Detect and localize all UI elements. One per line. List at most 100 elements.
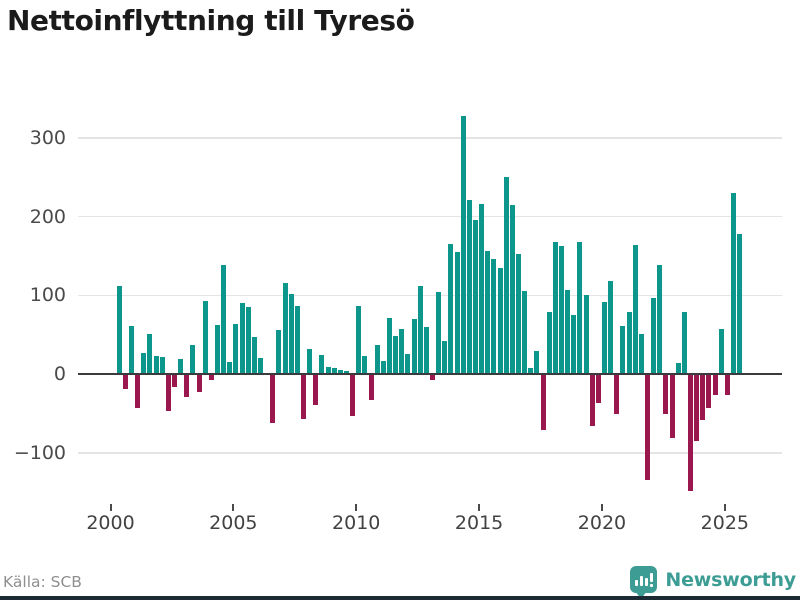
x-axis-tick [355, 504, 358, 511]
source-note: Källa: SCB [3, 573, 82, 591]
newsworthy-icon [630, 566, 658, 599]
logo-exclamation-icon [649, 573, 654, 582]
logo-bar-icon [634, 580, 639, 586]
y-axis-label: 200 [29, 205, 66, 228]
bar-2021Q1 [626, 311, 632, 374]
bar-2000Q2 [116, 285, 122, 374]
bar-2000Q3 [122, 375, 128, 390]
bar-2013Q2 [436, 292, 442, 374]
bar-2008Q4 [325, 366, 331, 374]
bar-2008Q1 [307, 348, 313, 374]
bottom-accent-bar [0, 596, 800, 600]
bar-2023Q4 [694, 375, 700, 442]
bar-2012Q3 [417, 285, 423, 374]
bar-2002Q1 [159, 356, 165, 374]
x-axis-label: 2020 [577, 512, 627, 534]
bar-2011Q3 [393, 336, 399, 374]
bar-2023Q3 [687, 375, 694, 492]
bar-2017Q2 [534, 351, 540, 374]
bar-2012Q1 [405, 354, 411, 374]
newsworthy-logo: Newsworthy [630, 566, 796, 599]
bar-2011Q1 [380, 360, 386, 374]
bar-2023Q1 [675, 362, 681, 374]
bar-2016Q2 [509, 204, 515, 374]
y-axis-label: −100 [13, 441, 66, 464]
bar-2019Q1 [577, 241, 583, 374]
bar-2009Q4 [350, 375, 356, 417]
bar-2010Q3 [368, 375, 374, 400]
x-axis-tick [478, 504, 481, 511]
bar-2017Q3 [540, 375, 546, 430]
bar-2013Q4 [448, 244, 454, 374]
gridline [78, 294, 782, 296]
logo-exclamation-dot [649, 584, 654, 587]
bar-2009Q2 [337, 370, 343, 374]
bar-2019Q2 [583, 295, 589, 374]
bar-2001Q1 [135, 375, 141, 408]
bar-2007Q4 [300, 375, 307, 419]
gridline [78, 137, 782, 139]
bar-2010Q4 [374, 344, 380, 374]
bar-2010Q1 [356, 306, 362, 374]
bar-2006Q4 [276, 329, 282, 374]
bar-2019Q3 [589, 375, 595, 427]
bar-2003Q3 [196, 375, 202, 392]
y-axis-label: 100 [29, 284, 66, 307]
bar-2025Q2 [730, 192, 737, 374]
bar-2018Q4 [571, 314, 577, 374]
bar-2016Q3 [515, 253, 522, 374]
bar-2012Q2 [411, 318, 417, 374]
bar-2001Q4 [153, 355, 159, 374]
bar-2004Q3 [221, 264, 227, 374]
x-axis-label: 2010 [332, 512, 381, 534]
bar-2020Q2 [608, 281, 614, 374]
bar-2024Q4 [718, 329, 724, 374]
bar-2014Q1 [454, 251, 460, 374]
bar-2008Q3 [319, 355, 325, 374]
bar-2007Q1 [282, 283, 288, 374]
logo-bar-icon [644, 578, 649, 586]
bar-2007Q2 [288, 294, 294, 374]
bar-2016Q4 [522, 290, 528, 374]
bar-2015Q3 [491, 259, 497, 374]
newsworthy-wordmark: Newsworthy [665, 568, 796, 591]
gridline [78, 452, 782, 454]
x-axis-line [78, 372, 782, 376]
bar-2018Q1 [552, 241, 558, 374]
bar-2013Q1 [429, 375, 436, 381]
bar-2022Q1 [651, 298, 657, 374]
bar-2005Q4 [251, 336, 257, 374]
bar-2015Q1 [479, 203, 485, 374]
bar-2005Q2 [239, 303, 245, 374]
x-axis-tick [232, 504, 235, 511]
bar-2013Q3 [442, 340, 448, 374]
bar-2025Q3 [737, 233, 743, 374]
bar-2014Q4 [472, 220, 479, 374]
x-axis-label: 2000 [86, 512, 135, 534]
bar-2006Q3 [270, 375, 276, 423]
bar-2022Q3 [663, 375, 669, 414]
bar-2002Q3 [171, 375, 178, 388]
bar-2002Q2 [165, 375, 171, 411]
bar-2020Q3 [614, 375, 620, 414]
bar-2012Q4 [423, 326, 429, 374]
bar-2017Q1 [528, 368, 534, 374]
bar-2023Q2 [681, 311, 687, 374]
bar-2008Q2 [313, 375, 319, 406]
bar-2009Q3 [343, 370, 350, 374]
bar-2017Q4 [546, 311, 552, 374]
y-axis-label: 300 [29, 126, 66, 149]
y-axis-label: 0 [53, 363, 66, 385]
x-axis-tick [600, 504, 603, 511]
bar-2004Q1 [208, 375, 214, 381]
logo-pin-tail [635, 591, 648, 599]
bar-2024Q2 [706, 375, 712, 409]
bar-2022Q2 [657, 264, 663, 374]
bar-2014Q3 [466, 199, 472, 374]
bar-2003Q4 [202, 300, 208, 374]
x-axis-label: 2025 [700, 512, 749, 534]
bar-2011Q2 [386, 318, 393, 374]
bar-2021Q2 [632, 244, 638, 374]
